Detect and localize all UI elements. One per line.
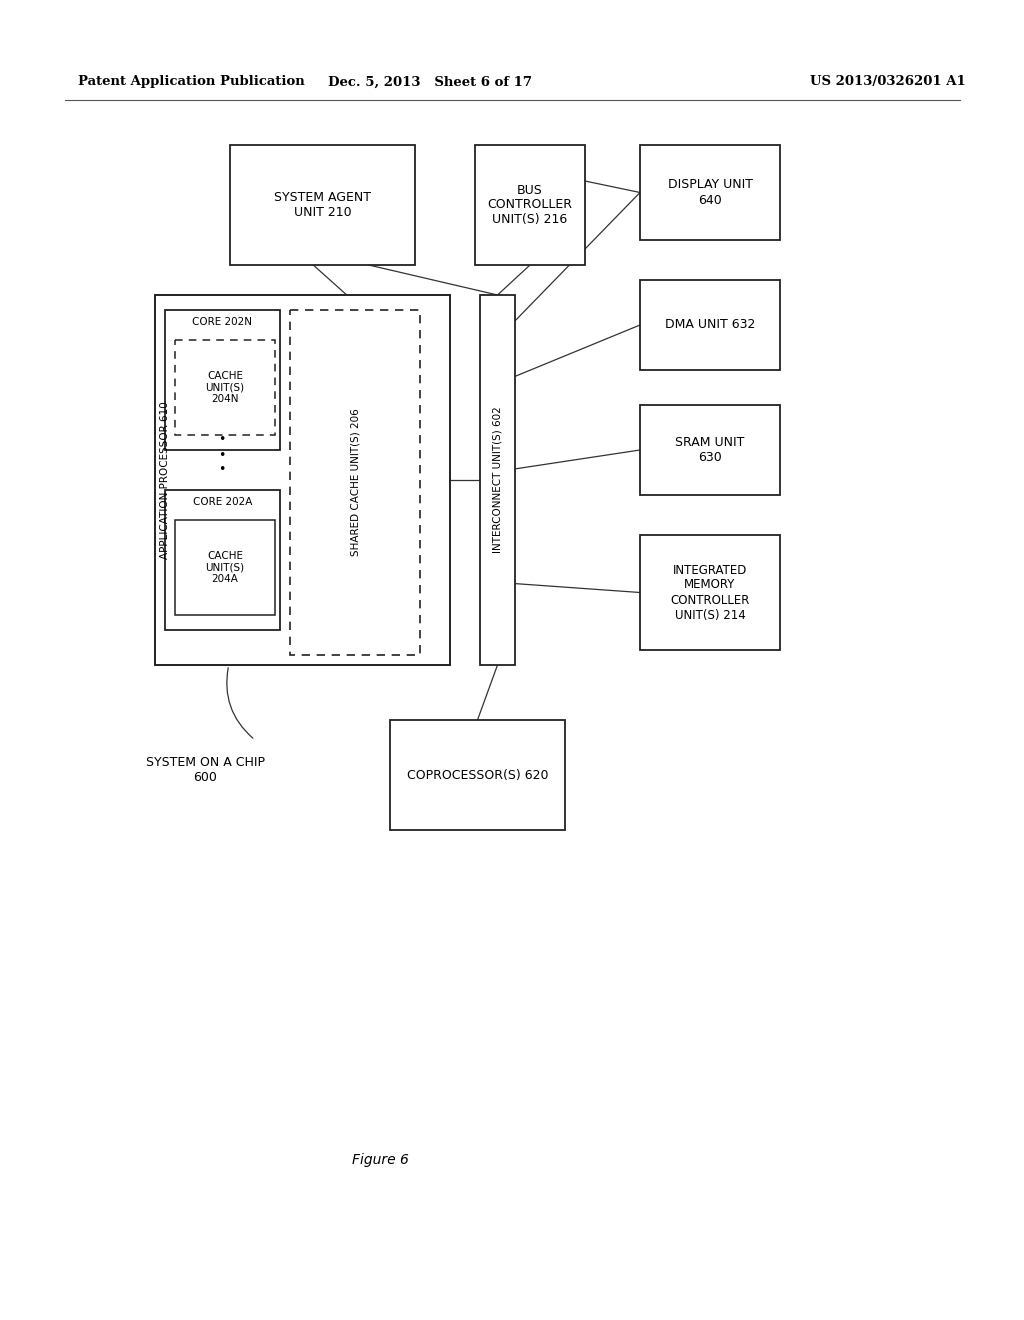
Text: SYSTEM AGENT
UNIT 210: SYSTEM AGENT UNIT 210 bbox=[274, 191, 371, 219]
Text: US 2013/0326201 A1: US 2013/0326201 A1 bbox=[810, 75, 966, 88]
Text: SYSTEM ON A CHIP
600: SYSTEM ON A CHIP 600 bbox=[145, 756, 264, 784]
Bar bbox=[640, 535, 780, 649]
Text: Patent Application Publication: Patent Application Publication bbox=[78, 75, 305, 88]
Text: CORE 202N: CORE 202N bbox=[193, 317, 253, 327]
Text: APPLICATION PROCESSOR 610: APPLICATION PROCESSOR 610 bbox=[160, 401, 170, 558]
Text: DISPLAY UNIT
640: DISPLAY UNIT 640 bbox=[668, 178, 753, 206]
Bar bbox=[155, 294, 450, 665]
Bar bbox=[640, 280, 780, 370]
Text: Figure 6: Figure 6 bbox=[351, 1152, 409, 1167]
Bar bbox=[165, 310, 280, 450]
Bar bbox=[290, 310, 420, 655]
Text: SRAM UNIT
630: SRAM UNIT 630 bbox=[675, 436, 744, 465]
Bar bbox=[475, 145, 585, 265]
Text: CACHE
UNIT(S)
204N: CACHE UNIT(S) 204N bbox=[206, 371, 245, 404]
Bar bbox=[230, 145, 415, 265]
Bar bbox=[175, 520, 275, 615]
Bar bbox=[175, 341, 275, 436]
Text: Dec. 5, 2013   Sheet 6 of 17: Dec. 5, 2013 Sheet 6 of 17 bbox=[328, 75, 532, 88]
Text: CORE 202A: CORE 202A bbox=[193, 498, 252, 507]
Text: BUS
CONTROLLER
UNIT(S) 216: BUS CONTROLLER UNIT(S) 216 bbox=[487, 183, 572, 227]
Bar bbox=[480, 294, 515, 665]
Text: CACHE
UNIT(S)
204A: CACHE UNIT(S) 204A bbox=[206, 550, 245, 583]
Text: •
•
•: • • • bbox=[218, 433, 225, 477]
Bar bbox=[640, 145, 780, 240]
Text: INTEGRATED
MEMORY
CONTROLLER
UNIT(S) 214: INTEGRATED MEMORY CONTROLLER UNIT(S) 214 bbox=[671, 564, 750, 622]
Text: DMA UNIT 632: DMA UNIT 632 bbox=[665, 318, 755, 331]
Bar bbox=[390, 719, 565, 830]
Bar bbox=[165, 490, 280, 630]
Bar bbox=[640, 405, 780, 495]
Text: SHARED CACHE UNIT(S) 206: SHARED CACHE UNIT(S) 206 bbox=[350, 409, 360, 556]
Text: COPROCESSOR(S) 620: COPROCESSOR(S) 620 bbox=[407, 768, 548, 781]
Text: INTERCONNECT UNIT(S) 602: INTERCONNECT UNIT(S) 602 bbox=[493, 407, 503, 553]
